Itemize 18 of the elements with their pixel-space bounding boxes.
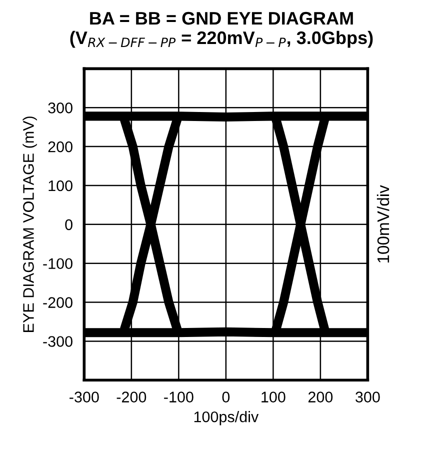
y-tick-label: 100 bbox=[48, 180, 72, 192]
y-tick-label: -200 bbox=[43, 297, 72, 308]
x-tick-label: -300 bbox=[70, 392, 99, 402]
text: 100mV/div bbox=[376, 185, 390, 263]
x-tick-label: 100 bbox=[262, 392, 286, 402]
x-tick-label: 200 bbox=[308, 392, 333, 402]
y-axis-title: EYE DIAGRAM VOLTAGE (mV) bbox=[22, 116, 37, 332]
x-tick-label: 300 bbox=[356, 392, 380, 402]
y-tick-label: 200 bbox=[48, 141, 72, 152]
x-tick-label: -200 bbox=[116, 392, 146, 402]
y-tick-label: -100 bbox=[43, 258, 72, 270]
x-tick-label: -100 bbox=[164, 392, 194, 402]
y-tick-label: 300 bbox=[48, 102, 72, 114]
y-tick-label: -300 bbox=[43, 336, 72, 347]
x-tick-label: 0 bbox=[222, 392, 230, 402]
y-tick-label: 0 bbox=[65, 219, 72, 230]
chart-title: BA = BB = GND EYE DIAGRAM (V$_{RX−DFF−PP}$ = 220mV$_{P−P}$, 3.0Gbps) bbox=[70, 12, 373, 48]
x-axis-title: 100ps/div bbox=[194, 411, 259, 426]
